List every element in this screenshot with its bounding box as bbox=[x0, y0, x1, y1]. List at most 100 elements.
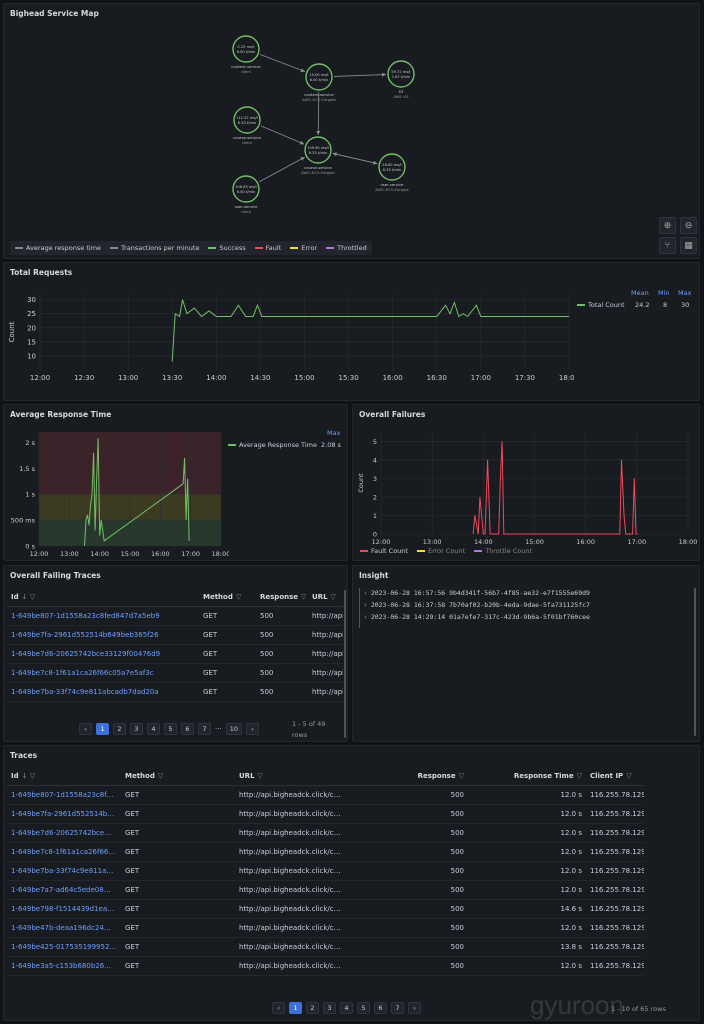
table-cell[interactable]: 1-649be807-1d1558a23c8fed847d7a5eb9 bbox=[7, 606, 199, 626]
table-row[interactable]: 1-649be7c8-1f61a1ca26f66… GET http://api.b… bbox=[7, 842, 644, 862]
scrollbar[interactable] bbox=[694, 588, 696, 736]
filter-icon[interactable]: ▽ bbox=[157, 771, 164, 780]
page-button[interactable]: 3 bbox=[130, 723, 143, 735]
filter-icon[interactable]: ▽ bbox=[458, 771, 464, 780]
page-button[interactable]: 7 bbox=[391, 1002, 404, 1014]
col-response-time[interactable]: Response Time ▽ bbox=[468, 767, 586, 786]
legend-error[interactable]: Error bbox=[290, 244, 317, 252]
page-button[interactable]: 7 bbox=[198, 723, 211, 735]
table-cell[interactable]: 1-649be425-017535199952… bbox=[7, 937, 121, 957]
page-button[interactable]: 2 bbox=[306, 1002, 319, 1014]
page-button[interactable]: 2 bbox=[113, 723, 126, 735]
table-cell[interactable]: 1-649be7d6-20625742bce33129f00476d9 bbox=[7, 644, 199, 664]
table-row[interactable]: 1-649be7c8-1f61a1ca26f66c05a7e5af3c GET 50… bbox=[7, 663, 343, 683]
zoom-in-icon[interactable]: ⊕ bbox=[659, 217, 676, 234]
filter-icon[interactable]: ▽ bbox=[235, 592, 242, 601]
insight-item[interactable]: › 2023-06-28 14:29:14 01a7efe7-317c-423d-… bbox=[364, 613, 590, 621]
table-row[interactable]: 1-649be798-f1514439d1ea… GET http://api.bi… bbox=[7, 899, 644, 919]
table-row[interactable]: 1-649be3a5-c153b680b26… GET http://api.big… bbox=[7, 956, 644, 976]
table-row[interactable]: 1-649be7fa-2961d552514b… GET http://api.bi… bbox=[7, 804, 644, 824]
col-method[interactable]: Method ▽ bbox=[121, 767, 235, 786]
legend-error[interactable]: Error Count bbox=[416, 547, 465, 555]
prev-page-icon[interactable]: ‹ bbox=[272, 1002, 285, 1014]
table-cell: 12.0 s bbox=[468, 861, 586, 881]
insight-text: 2023-06-28 16:37:58 7b70af02-b20b-4eda-9… bbox=[370, 601, 590, 609]
table-cell[interactable]: 1-649be7a7-ad64c5ede08… bbox=[7, 880, 121, 900]
table-row[interactable]: 1-649be425-017535199952… GET http://api.bi… bbox=[7, 937, 644, 957]
prev-page-icon[interactable]: ‹ bbox=[79, 723, 92, 735]
page-button[interactable]: 6 bbox=[181, 723, 194, 735]
page-button[interactable]: 4 bbox=[147, 723, 160, 735]
table-cell: 500 bbox=[256, 625, 308, 645]
next-page-icon[interactable]: › bbox=[245, 723, 259, 735]
table-row[interactable]: 1-649be7fa-2961d552514b649beb365f26 GET 50… bbox=[7, 625, 343, 645]
layout-icon[interactable]: ⑂ bbox=[659, 237, 676, 254]
filter-icon[interactable]: ▽ bbox=[626, 771, 632, 780]
table-cell[interactable]: 1-649be7fa-2961d552514b649beb365f26 bbox=[7, 625, 199, 645]
page-button[interactable]: 5 bbox=[357, 1002, 370, 1014]
table-cell[interactable]: 1-649be7d6-20625742bce… bbox=[7, 823, 121, 843]
stat-header-min[interactable]: Min bbox=[658, 289, 670, 297]
col-id[interactable]: Id ↓ ▽ bbox=[7, 767, 121, 786]
legend-fault[interactable]: Fault Count bbox=[360, 547, 408, 555]
page-button[interactable]: 1 bbox=[96, 723, 109, 735]
filter-icon[interactable]: ▽ bbox=[330, 592, 336, 601]
table-row[interactable]: 1-649be7ba-33f74c9e811abcadb7dad20a GET 50… bbox=[7, 682, 343, 702]
table-row[interactable]: 1-649be807-1d1558a23c8fed847d7a5eb9 GET 50… bbox=[7, 606, 343, 626]
col-response[interactable]: Response ▽ bbox=[256, 588, 308, 607]
table-row[interactable]: 1-649be7d6-20625742bce33129f00476d9 GET 50… bbox=[7, 644, 343, 664]
table-row[interactable]: 1-649be47b-deaa196dc24… GET http://api.big… bbox=[7, 918, 644, 938]
filter-icon[interactable]: ▽ bbox=[257, 771, 263, 780]
stat-header-max[interactable]: Max bbox=[327, 429, 341, 437]
insight-item[interactable]: › 2023-06-28 16:37:58 7b70af02-b20b-4eda-… bbox=[364, 601, 590, 609]
legend-total-count[interactable]: Total Count bbox=[577, 301, 625, 309]
sort-down-icon[interactable]: ↓ ▽ bbox=[21, 592, 36, 601]
legend-success[interactable]: Success bbox=[208, 244, 246, 252]
stat-header-max[interactable]: Max bbox=[678, 289, 692, 297]
table-cell[interactable]: 1-649be7c8-1f61a1ca26f66… bbox=[7, 842, 121, 862]
table-cell[interactable]: 1-649be7fa-2961d552514b… bbox=[7, 804, 121, 824]
col-client-ip[interactable]: Client IP ▽ bbox=[586, 767, 644, 786]
page-button[interactable]: 1 bbox=[289, 1002, 302, 1014]
col-method[interactable]: Method ▽ bbox=[199, 588, 256, 607]
col-url[interactable]: URL ▽ bbox=[235, 767, 351, 786]
insight-item[interactable]: › 2023-06-28 16:57:56 9b4d341f-56b7-4f85-… bbox=[364, 589, 590, 597]
table-row[interactable]: 1-649be807-1d1558a23c8f… GET http://api.bi… bbox=[7, 785, 644, 805]
legend-avg-response-time[interactable]: Average Response Time bbox=[228, 441, 317, 449]
x-tick-label: 16:30 bbox=[427, 374, 447, 382]
col-id[interactable]: Id ↓ ▽ bbox=[7, 588, 199, 607]
legend-tpm[interactable]: Transactions per minute bbox=[110, 244, 199, 252]
grid-view-icon[interactable]: ▦ bbox=[680, 237, 697, 254]
table-cell[interactable]: 1-649be798-f1514439d1ea… bbox=[7, 899, 121, 919]
table-cell: http://api.bigheadck.click/c… bbox=[235, 937, 351, 957]
next-page-icon[interactable]: › bbox=[408, 1002, 421, 1014]
page-button[interactable]: 3 bbox=[323, 1002, 336, 1014]
col-url[interactable]: URL ▽ bbox=[308, 588, 343, 607]
service-edge bbox=[332, 152, 378, 165]
page-button[interactable]: 6 bbox=[374, 1002, 387, 1014]
page-button[interactable]: 5 bbox=[164, 723, 177, 735]
col-response[interactable]: Response ▽ bbox=[351, 767, 468, 786]
filter-icon[interactable]: ▽ bbox=[576, 771, 582, 780]
sort-down-icon[interactable]: ↓ ▽ bbox=[21, 771, 36, 780]
legend-fault[interactable]: Fault bbox=[254, 244, 281, 252]
page-button[interactable]: 4 bbox=[340, 1002, 353, 1014]
legend-throttled[interactable]: Throttled bbox=[326, 244, 367, 252]
table-cell[interactable]: 1-649be7ba-33f74c9e811abcadb7dad20a bbox=[7, 682, 199, 702]
filter-icon[interactable]: ▽ bbox=[301, 592, 307, 601]
zoom-out-icon[interactable]: ⊖ bbox=[680, 217, 697, 234]
table-row[interactable]: 1-649be7ba-33f74c9e811a… GET http://api.bi… bbox=[7, 861, 644, 881]
legend-avg-response[interactable]: Average response time bbox=[15, 244, 101, 252]
table-row[interactable]: 1-649be7a7-ad64c5ede08… GET http://api.big… bbox=[7, 880, 644, 900]
legend-throttle[interactable]: Throttle Count bbox=[474, 547, 532, 555]
table-cell: http://api.bigheadck.click/c… bbox=[235, 918, 351, 938]
table-cell[interactable]: 1-649be807-1d1558a23c8f… bbox=[7, 785, 121, 805]
table-cell[interactable]: 1-649be3a5-c153b680b26… bbox=[7, 956, 121, 976]
scrollbar[interactable] bbox=[344, 590, 346, 738]
page-button[interactable]: 10 bbox=[225, 723, 242, 735]
table-cell[interactable]: 1-649be7c8-1f61a1ca26f66c05a7e5af3c bbox=[7, 663, 199, 683]
table-cell[interactable]: 1-649be7ba-33f74c9e811a… bbox=[7, 861, 121, 881]
stat-header-mean[interactable]: Mean bbox=[631, 289, 649, 297]
table-row[interactable]: 1-649be7d6-20625742bce… GET http://api.big… bbox=[7, 823, 644, 843]
table-cell[interactable]: 1-649be47b-deaa196dc24… bbox=[7, 918, 121, 938]
